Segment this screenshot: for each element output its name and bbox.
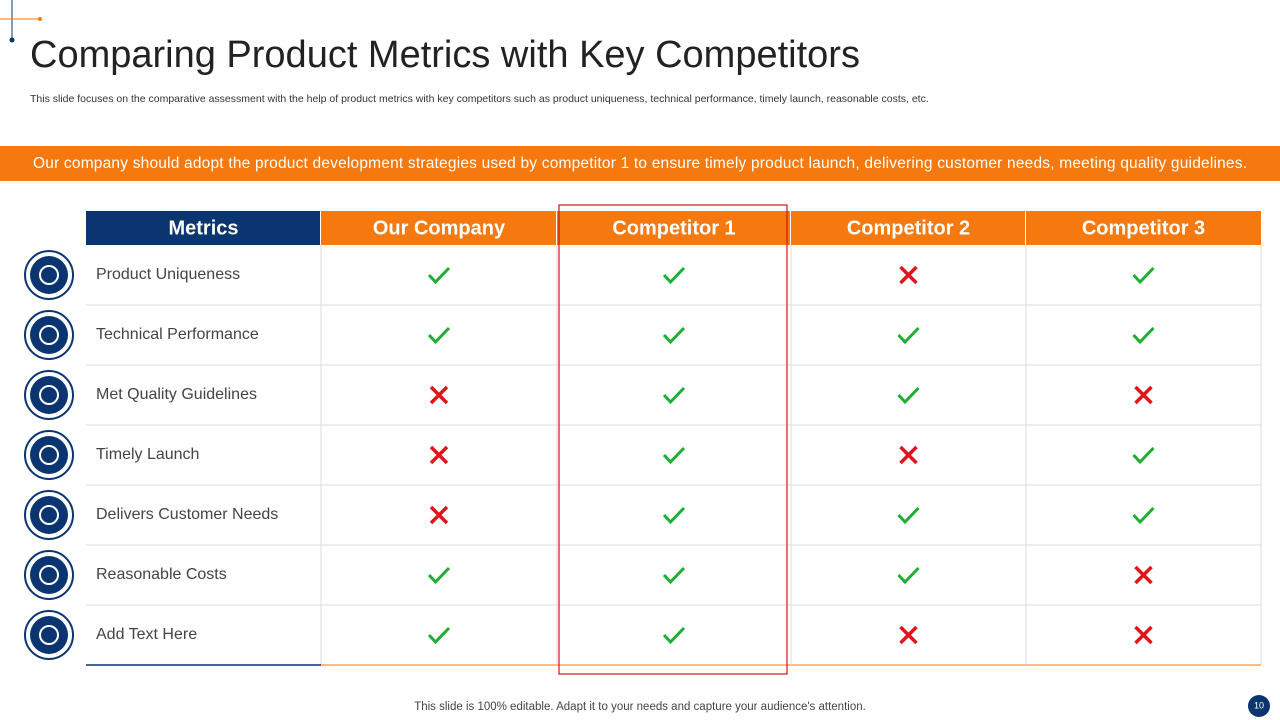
icon-glyph xyxy=(39,445,59,465)
icon-glyph xyxy=(39,265,59,285)
icon-glyph xyxy=(39,625,59,645)
cross-mark xyxy=(429,505,449,525)
column-header: Our Company xyxy=(373,217,506,239)
banner-text: Our company should adopt the product dev… xyxy=(33,155,1247,172)
banner-bg xyxy=(0,146,1280,181)
cross-mark xyxy=(1134,385,1153,405)
header-cell xyxy=(557,211,790,245)
metric-label: Technical Performance xyxy=(96,326,259,343)
check-mark xyxy=(427,626,451,645)
decor-dot xyxy=(38,17,42,21)
check-mark xyxy=(662,386,686,405)
cross-mark xyxy=(429,445,449,465)
check-mark xyxy=(897,326,920,345)
column-header: Competitor 2 xyxy=(847,217,970,239)
check-mark xyxy=(897,386,920,405)
metric-label: Add Text Here xyxy=(96,626,197,643)
cross-mark xyxy=(429,385,449,405)
icon xyxy=(30,496,68,534)
icon xyxy=(30,256,68,294)
check-mark xyxy=(662,266,686,285)
metric-label: Delivers Customer Needs xyxy=(96,506,278,523)
icon-glyph xyxy=(39,385,59,405)
check-mark xyxy=(1132,266,1155,285)
check-mark xyxy=(662,566,686,585)
icon-glyph xyxy=(39,325,59,345)
page-badge xyxy=(1248,695,1270,717)
cross-mark xyxy=(1134,625,1153,645)
column-header: Competitor 1 xyxy=(612,217,735,239)
check-mark xyxy=(427,266,451,285)
check-mark xyxy=(1132,506,1155,525)
check-mark xyxy=(897,566,920,585)
metric-label: Product Uniqueness xyxy=(96,266,240,283)
icon-glyph xyxy=(39,505,59,525)
check-mark xyxy=(662,446,686,465)
check-mark xyxy=(427,326,451,345)
check-mark xyxy=(1132,326,1155,345)
check-mark xyxy=(427,566,451,585)
cross-mark xyxy=(899,445,918,465)
check-mark xyxy=(1132,446,1155,465)
icon xyxy=(30,556,68,594)
highlight-box xyxy=(558,204,788,675)
header-cell xyxy=(321,211,556,245)
decor-dot xyxy=(9,37,15,43)
check-mark xyxy=(662,626,686,645)
icon-glyph xyxy=(39,565,59,585)
icon xyxy=(30,616,68,654)
header-cell xyxy=(1026,211,1261,245)
column-header: Competitor 3 xyxy=(1082,217,1205,239)
cross-mark xyxy=(899,265,918,285)
icon xyxy=(30,316,68,354)
icon xyxy=(30,376,68,414)
header-cell xyxy=(791,211,1025,245)
metric-label: Met Quality Guidelines xyxy=(96,386,257,403)
check-mark xyxy=(662,326,686,345)
metric-label: Reasonable Costs xyxy=(96,566,227,583)
check-mark xyxy=(897,506,920,525)
cross-mark xyxy=(1134,565,1153,585)
column-header: Metrics xyxy=(168,217,238,239)
cross-mark xyxy=(899,625,918,645)
table: Metrics Our Company Competitor 1 Competitor… xyxy=(24,211,1262,666)
subtitle: This slide focuses on the comparative as… xyxy=(30,93,929,105)
metric-label: Timely Launch xyxy=(96,446,199,463)
icon xyxy=(30,436,68,474)
footer-note: This slide is 100% editable. Adapt it to… xyxy=(414,701,866,713)
check-mark xyxy=(662,506,686,525)
title: Comparing Product Metrics with Key Compe… xyxy=(30,34,860,76)
header-cell xyxy=(86,211,320,245)
page-number: 10 xyxy=(1254,700,1264,710)
